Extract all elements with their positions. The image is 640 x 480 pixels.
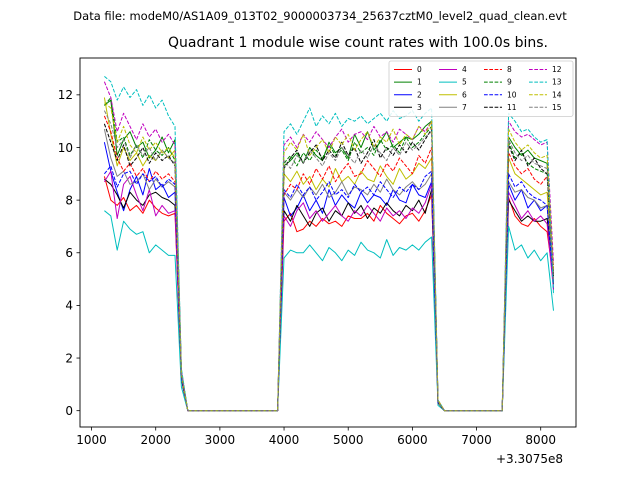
y-tick-label: 2 — [65, 351, 73, 365]
y-tick-label: 8 — [65, 193, 73, 207]
legend-label: 2 — [417, 90, 422, 99]
legend-label: 11 — [507, 103, 517, 112]
x-tick-label: 2000 — [140, 433, 171, 447]
x-tick-label: 1000 — [76, 433, 107, 447]
series-line-15 — [103, 110, 554, 412]
legend-label: 14 — [552, 90, 562, 99]
x-offset-label: +3.3075e8 — [496, 452, 564, 466]
plot-frame — [79, 57, 577, 428]
legend-label: 15 — [552, 103, 562, 112]
series-layer — [103, 76, 554, 412]
legend-label: 1 — [417, 78, 422, 87]
x-tick-label: 3000 — [205, 433, 236, 447]
legend-label: 3 — [417, 103, 422, 112]
y-tick-label: 4 — [65, 299, 73, 313]
legend-label: 13 — [552, 78, 562, 87]
legend-box — [388, 60, 574, 117]
x-tick-label: 5000 — [333, 433, 364, 447]
y-tick-label: 10 — [58, 141, 73, 155]
legend-label: 5 — [462, 78, 467, 87]
suptitle: Data file: modeM0/AS1A09_013T02_90000037… — [73, 9, 567, 23]
series-line-10 — [104, 165, 554, 412]
legend-label: 0 — [417, 65, 422, 74]
axis-ticks: 1000 2000 3000 4000 5000 6000 7000 8000 0 2 4 6 8 10 1… — [58, 88, 556, 447]
x-tick-label: 6000 — [397, 433, 428, 447]
x-tick-label: 4000 — [269, 433, 300, 447]
legend-label: 7 — [462, 103, 467, 112]
legend-label: 10 — [507, 90, 517, 99]
y-tick-label: 0 — [65, 404, 73, 418]
y-tick-label: 6 — [65, 246, 73, 260]
plot-background — [80, 58, 576, 427]
x-tick-label: 8000 — [525, 433, 556, 447]
x-tick-label: 7000 — [461, 433, 492, 447]
legend-label: 6 — [462, 90, 467, 99]
chart-title: Quadrant 1 module wise count rates with … — [168, 35, 548, 51]
legend-label: 4 — [462, 65, 467, 74]
legend-label: 8 — [507, 65, 512, 74]
y-tick-label: 12 — [58, 88, 73, 102]
legend-label: 12 — [552, 65, 562, 74]
legend-label: 9 — [507, 78, 512, 87]
